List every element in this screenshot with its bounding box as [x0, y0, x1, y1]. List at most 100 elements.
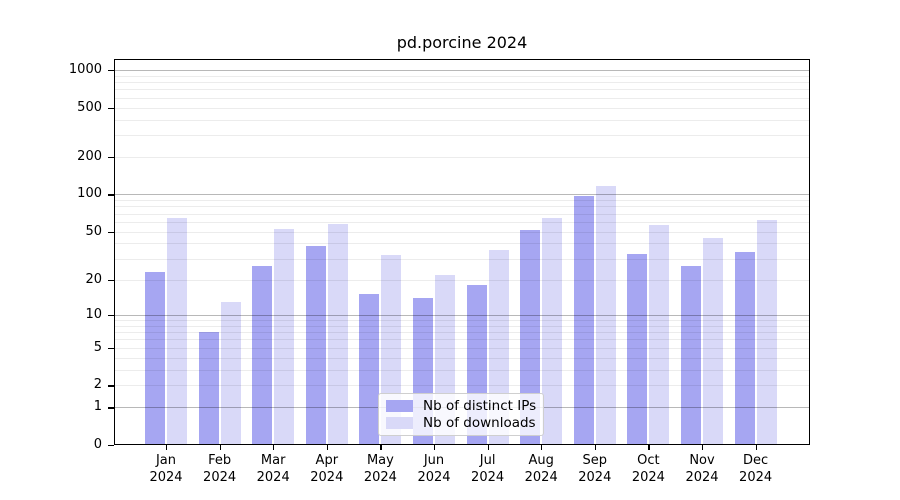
x-tick-aug [541, 445, 543, 450]
bar-apr-downloads [327, 223, 348, 445]
bar-oct-downloads [649, 224, 670, 445]
x-tick-jun [434, 445, 436, 450]
y-tick-1000 [108, 69, 114, 72]
y-tick-label-0: 0 [93, 437, 102, 452]
gridline-4 [114, 357, 810, 359]
x-tick-oct [648, 445, 650, 450]
x-tick-label-nov: Nov 2024 [685, 453, 719, 485]
y-tick-5 [108, 347, 114, 349]
gridline-800 [114, 82, 810, 84]
y-tick-label-10: 10 [85, 306, 102, 322]
gridline-2 [114, 385, 810, 387]
bar-feb-distinct-ips [198, 332, 219, 445]
x-tick-label-jan: Jan 2024 [149, 453, 183, 485]
x-tick-sep [594, 445, 596, 450]
x-tick-may [380, 445, 382, 450]
gridline-30 [114, 258, 810, 260]
bar-may-distinct-ips [359, 294, 380, 445]
y-tick-0 [108, 445, 114, 447]
bar-apr-distinct-ips [305, 246, 326, 445]
gridline-8 [114, 325, 810, 327]
gridline-1000 [114, 69, 810, 71]
x-tick-label-jun: Jun 2024 [417, 453, 451, 485]
gridline-100 [114, 194, 810, 196]
gridline-900 [114, 75, 810, 77]
gridline-7 [114, 332, 810, 334]
gridline-50 [114, 231, 810, 233]
x-tick-label-feb: Feb 2024 [203, 453, 237, 485]
x-tick-jan [166, 445, 168, 450]
y-tick-2 [108, 385, 114, 387]
x-tick-dec [755, 445, 757, 450]
legend-label-distinct-ips: Nb of distinct IPs [423, 397, 537, 414]
gridline-10 [114, 314, 810, 316]
gridline-200 [114, 157, 810, 159]
bar-nov-distinct-ips [681, 266, 701, 445]
y-tick-label-20: 20 [85, 271, 102, 287]
legend-swatch-downloads [386, 417, 413, 430]
y-tick-50 [108, 231, 114, 233]
bar-dec-distinct-ips [734, 251, 755, 445]
x-tick-label-jul: Jul 2024 [471, 453, 505, 485]
gridline-500 [114, 107, 810, 109]
legend-item-downloads: Nb of downloads [379, 415, 543, 431]
bar-sep-downloads [595, 185, 616, 445]
y-tick-1 [108, 407, 114, 409]
gridline-3 [114, 369, 810, 371]
x-tick-mar [273, 445, 275, 450]
bar-nov-downloads [703, 238, 723, 445]
y-tick-10 [108, 314, 114, 316]
bar-mar-downloads [274, 229, 295, 445]
gridline-700 [114, 89, 810, 91]
gridline-20 [114, 279, 810, 281]
gridline-400 [114, 119, 810, 121]
x-tick-feb [219, 445, 221, 450]
gridline-80 [114, 206, 810, 208]
gridline-9 [114, 320, 810, 321]
legend-label-downloads: Nb of downloads [423, 415, 536, 432]
x-tick-label-sep: Sep 2024 [578, 453, 612, 485]
x-tick-label-oct: Oct 2024 [631, 453, 665, 485]
y-tick-label-2: 2 [93, 377, 102, 393]
y-tick-200 [108, 157, 114, 159]
y-tick-label-1000: 1000 [68, 61, 102, 77]
gridline-300 [114, 135, 810, 137]
y-tick-500 [108, 107, 114, 109]
gridline-40 [114, 243, 810, 245]
gridline-600 [114, 97, 810, 99]
y-tick-label-200: 200 [77, 149, 102, 165]
y-tick-label-500: 500 [77, 99, 102, 115]
legend-swatch-distinct-ips [386, 399, 413, 412]
y-tick-label-50: 50 [85, 223, 102, 239]
x-tick-apr [326, 445, 328, 450]
bar-jan-downloads [167, 217, 187, 445]
x-tick-label-dec: Dec 2024 [739, 453, 773, 485]
gridline-5 [114, 347, 810, 349]
x-tick-label-aug: Aug 2024 [524, 453, 558, 485]
y-tick-label-100: 100 [77, 186, 102, 202]
y-tick-label-1: 1 [93, 399, 102, 415]
bar-aug-downloads [542, 217, 563, 445]
legend-item-distinct-ips: Nb of distinct IPs [379, 398, 543, 414]
chart-title: pd.porcine 2024 [396, 33, 528, 52]
x-tick-label-apr: Apr 2024 [310, 453, 344, 485]
x-tick-jul [487, 445, 489, 450]
x-tick-label-mar: Mar 2024 [256, 453, 290, 485]
bar-dec-downloads [756, 220, 777, 445]
bar-sep-distinct-ips [573, 195, 594, 445]
x-tick-nov [702, 445, 704, 450]
bar-oct-distinct-ips [627, 253, 648, 445]
gridline-70 [114, 213, 810, 215]
bar-feb-downloads [220, 301, 241, 445]
bar-aug-distinct-ips [520, 230, 541, 445]
y-tick-label-5: 5 [93, 339, 102, 355]
gridline-90 [114, 200, 810, 202]
x-tick-label-may: May 2024 [363, 453, 397, 485]
y-tick-100 [108, 194, 114, 196]
gridline-6 [114, 339, 810, 341]
bar-mar-distinct-ips [252, 266, 273, 445]
bar-jan-distinct-ips [145, 272, 165, 445]
plot-area [114, 59, 810, 445]
y-tick-20 [108, 279, 114, 281]
